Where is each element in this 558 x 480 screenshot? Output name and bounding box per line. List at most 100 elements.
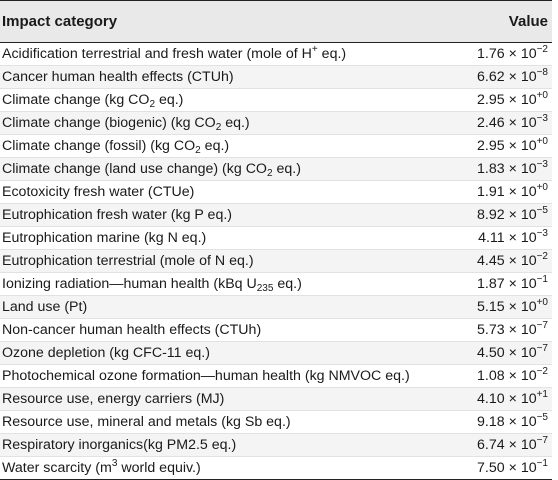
value-base: 10 [520,345,537,361]
table-row: Ozone depletion (kg CFC-11 eq.) 4.50 × 10… [0,341,552,365]
multiply-sign: × [504,138,521,154]
category-text: Water scarcity (m [2,460,112,476]
category-text: Climate change (fossil) (kg CO [2,138,196,154]
category-text: eq.) [155,92,184,108]
value-cell: 8.92 × 10−5 [422,203,552,227]
impact-category-cell: Water scarcity (m3 world equiv.) [0,456,422,480]
category-text: Climate change (kg CO [2,92,150,108]
value-mantissa: 1.91 [477,184,505,200]
table-row: Climate change (land use change) (kg CO2… [0,157,552,181]
table-row: Climate change (kg CO2 eq.) 2.95 × 10+0 [0,88,552,112]
multiply-sign: × [504,253,521,269]
value-exponent: −2 [536,44,548,55]
category-text: eq.) [273,276,302,292]
value-base: 10 [520,299,537,315]
table-row: Resource use, mineral and metals (kg Sb … [0,410,552,434]
multiply-sign: × [504,46,521,62]
multiply-sign: × [504,230,521,246]
category-text: Resource use, energy carriers (MJ) [2,391,225,407]
category-text: Eutrophication marine (kg N eq.) [2,230,207,246]
impact-category-cell: Climate change (biogenic) (kg CO2 eq.) [0,111,422,135]
impact-category-cell: Respiratory inorganics(kg PM2.5 eq.) [0,433,422,457]
value-mantissa: 2.46 [477,115,505,131]
value-mantissa: 8.92 [477,207,505,223]
table-row: Eutrophication fresh water (kg P eq.) 8.9… [0,203,552,227]
multiply-sign: × [504,437,521,453]
table-row: Climate change (biogenic) (kg CO2 eq.) 2.… [0,111,552,135]
category-subscript: 2 [215,122,222,133]
value-mantissa: 9.18 [477,414,505,430]
value-cell: 2.95 × 10+0 [422,88,552,112]
impact-category-cell: Eutrophication marine (kg N eq.) [0,226,422,250]
value-exponent: −1 [536,458,548,469]
value-cell: 2.95 × 10+0 [422,134,552,158]
category-text: Acidification terrestrial and fresh wate… [2,46,312,62]
value-mantissa: 6.74 [477,437,505,453]
category-subscript: 2 [195,145,201,156]
value-exponent: −3 [536,159,548,170]
multiply-sign: × [504,460,521,476]
value-mantissa: 4.50 [477,345,505,361]
value-mantissa: 4.45 [477,253,505,269]
value-base: 10 [520,46,537,62]
category-text: Ozone depletion (kg CFC-11 eq.) [2,345,210,361]
multiply-sign: × [504,391,521,407]
impact-category-cell: Ionizing radiation—human health (kBq U23… [0,272,422,296]
value-cell: 9.18 × 10−5 [422,410,552,434]
value-mantissa: 4.11 [478,230,505,246]
impact-category-cell: Cancer human health effects (CTUh) [0,65,422,89]
multiply-sign: × [504,92,521,108]
value-mantissa: 1.76 [477,46,505,62]
multiply-sign: × [504,345,521,361]
value-mantissa: 2.95 [477,138,505,154]
value-cell: 2.46 × 10−3 [422,111,552,135]
category-text: Cancer human health effects (CTUh) [2,69,234,85]
category-text: world equiv.) [117,460,201,476]
header-impact-category: Impact category [0,0,422,43]
value-mantissa: 2.95 [477,92,505,108]
multiply-sign: × [504,276,521,292]
value-exponent: −3 [536,228,548,239]
value-exponent: −7 [536,343,548,354]
multiply-sign: × [504,115,521,131]
impact-category-cell: Land use (Pt) [0,295,422,319]
table-row: Ecotoxicity fresh water (CTUe) 1.91 × 10+… [0,180,552,204]
value-exponent: −3 [536,113,548,124]
category-superscript: + [311,44,318,55]
impact-category-cell: Resource use, mineral and metals (kg Sb … [0,410,422,434]
category-text: Respiratory inorganics(kg PM2.5 eq.) [2,437,237,453]
value-exponent: −2 [536,251,548,262]
value-cell: 6.74 × 10−7 [422,433,552,457]
value-base: 10 [520,207,537,223]
category-text: Eutrophication fresh water (kg P eq.) [2,207,233,223]
value-exponent: −8 [536,67,548,78]
value-base: 10 [520,322,537,338]
multiply-sign: × [504,207,521,223]
value-cell: 1.87 × 10−1 [422,272,552,296]
value-cell: 7.50 × 10−1 [422,456,552,480]
table-row: Ionizing radiation—human health (kBq U23… [0,272,552,296]
table-row: Eutrophication terrestrial (mole of N eq… [0,249,552,273]
multiply-sign: × [504,368,521,384]
multiply-sign: × [504,414,521,430]
impact-category-cell: Non-cancer human health effects (CTUh) [0,318,422,342]
multiply-sign: × [504,299,521,315]
value-exponent: +0 [536,297,548,308]
value-cell: 1.08 × 10−2 [422,364,552,388]
value-exponent: −7 [536,320,548,331]
value-base: 10 [520,276,537,292]
impact-category-cell: Ozone depletion (kg CFC-11 eq.) [0,341,422,365]
value-exponent: −5 [536,412,548,423]
category-text: Eutrophication terrestrial (mole of N eq… [2,253,254,269]
value-cell: 4.45 × 10−2 [422,249,552,273]
value-base: 10 [520,253,537,269]
value-base: 10 [520,138,537,154]
value-cell: 5.73 × 10−7 [422,318,552,342]
category-text: eq.) [272,161,301,177]
value-base: 10 [520,184,537,200]
impact-category-cell: Acidification terrestrial and fresh wate… [0,42,422,66]
impact-category-cell: Climate change (kg CO2 eq.) [0,88,422,112]
value-base: 10 [520,414,537,430]
